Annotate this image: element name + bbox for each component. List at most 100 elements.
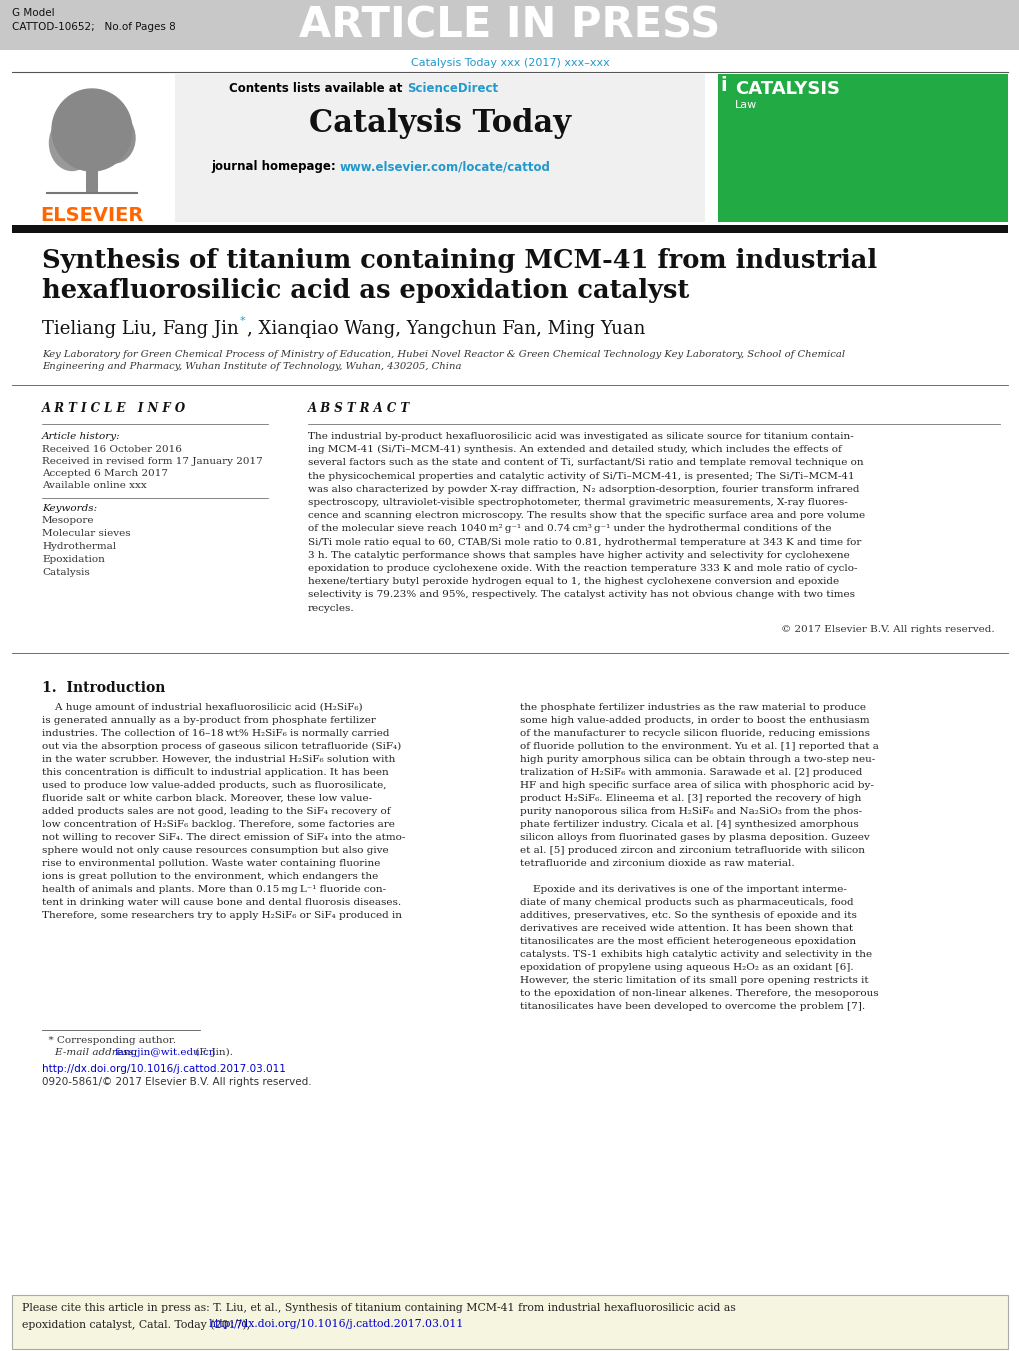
Text: high purity amorphous silica can be obtain through a two-step neu-: high purity amorphous silica can be obta…: [520, 755, 874, 763]
Text: ScienceDirect: ScienceDirect: [407, 82, 497, 95]
Bar: [0, 0, 1019, 50]
Text: hexene/tertiary butyl peroxide hydrogen equal to 1, the highest cyclohexene conv: hexene/tertiary butyl peroxide hydrogen …: [308, 577, 839, 586]
Text: * Corresponding author.: * Corresponding author.: [42, 1036, 176, 1044]
Text: Catalysis Today xxx (2017) xxx–xxx: Catalysis Today xxx (2017) xxx–xxx: [411, 58, 608, 68]
Text: CATTOD-10652;   No.of Pages 8: CATTOD-10652; No.of Pages 8: [12, 22, 175, 32]
Text: , Xianqiao Wang, Yangchun Fan, Ming Yuan: , Xianqiao Wang, Yangchun Fan, Ming Yuan: [247, 320, 645, 338]
Text: diate of many chemical products such as pharmaceuticals, food: diate of many chemical products such as …: [520, 898, 853, 907]
Text: ARTICLE IN PRESS: ARTICLE IN PRESS: [300, 4, 719, 46]
Text: Si/Ti mole ratio equal to 60, CTAB/Si mole ratio to 0.81, hydrothermal temperatu: Si/Ti mole ratio equal to 60, CTAB/Si mo…: [308, 538, 860, 547]
Text: (F. Jin).: (F. Jin).: [193, 1048, 233, 1056]
Text: of the manufacturer to recycle silicon fluoride, reducing emissions: of the manufacturer to recycle silicon f…: [520, 728, 869, 738]
Text: Hydrothermal: Hydrothermal: [42, 542, 116, 551]
Text: some high value-added products, in order to boost the enthusiasm: some high value-added products, in order…: [520, 716, 869, 724]
Text: industries. The collection of 16–18 wt% H₂SiF₆ is normally carried: industries. The collection of 16–18 wt% …: [42, 728, 389, 738]
Text: www.elsevier.com/locate/cattod: www.elsevier.com/locate/cattod: [339, 159, 550, 173]
Text: health of animals and plants. More than 0.15 mg L⁻¹ fluoride con-: health of animals and plants. More than …: [42, 885, 386, 894]
Text: of fluoride pollution to the environment. Yu et al. [1] reported that a: of fluoride pollution to the environment…: [520, 742, 878, 751]
Text: Please cite this article in press as: T. Liu, et al., Synthesis of titanium cont: Please cite this article in press as: T.…: [22, 1302, 735, 1313]
Text: cence and scanning electron microscopy. The results show that the specific surfa: cence and scanning electron microscopy. …: [308, 511, 864, 520]
Text: derivatives are received wide attention. It has been shown that: derivatives are received wide attention.…: [520, 924, 852, 932]
Text: Keywords:: Keywords:: [42, 504, 97, 513]
Text: Contents lists available at: Contents lists available at: [229, 82, 407, 95]
Text: recycles.: recycles.: [308, 604, 355, 612]
Text: Available online xxx: Available online xxx: [42, 481, 147, 490]
Text: spectroscopy, ultraviolet-visible spectrophotometer, thermal gravimetric measure: spectroscopy, ultraviolet-visible spectr…: [308, 499, 847, 507]
Text: Key Laboratory for Green Chemical Process of Ministry of Education, Hubei Novel : Key Laboratory for Green Chemical Proces…: [42, 350, 845, 359]
Text: Mesopore: Mesopore: [42, 516, 95, 526]
Text: ing MCM-41 (Si/Ti–MCM-41) synthesis. An extended and detailed study, which inclu: ing MCM-41 (Si/Ti–MCM-41) synthesis. An …: [308, 446, 841, 454]
Text: A B S T R A C T: A B S T R A C T: [308, 403, 410, 415]
Text: to the epoxidation of non-linear alkenes. Therefore, the mesoporous: to the epoxidation of non-linear alkenes…: [520, 989, 877, 998]
Text: et al. [5] produced zircon and zirconium tetrafluoride with silicon: et al. [5] produced zircon and zirconium…: [520, 846, 864, 855]
Bar: [175, 74, 704, 222]
Text: titanosilicates have been developed to overcome the problem [7].: titanosilicates have been developed to o…: [520, 1002, 864, 1011]
Text: silicon alloys from fluorinated gases by plasma deposition. Guzeev: silicon alloys from fluorinated gases by…: [520, 832, 869, 842]
Text: epoxidation of propylene using aqueous H₂O₂ as an oxidant [6].: epoxidation of propylene using aqueous H…: [520, 963, 853, 971]
Text: phate fertilizer industry. Cicala et al. [4] synthesized amorphous: phate fertilizer industry. Cicala et al.…: [520, 820, 858, 828]
Text: purity nanoporous silica from H₂SiF₆ and Na₂SiO₃ from the phos-: purity nanoporous silica from H₂SiF₆ and…: [520, 807, 861, 816]
Text: out via the absorption process of gaseous silicon tetrafluoride (SiF₄): out via the absorption process of gaseou…: [42, 742, 400, 751]
Text: However, the steric limitation of its small pore opening restricts it: However, the steric limitation of its sm…: [520, 975, 868, 985]
Text: selectivity is 79.23% and 95%, respectively. The catalyst activity has not obvio: selectivity is 79.23% and 95%, respectiv…: [308, 590, 854, 600]
Text: tralization of H₂SiF₆ with ammonia. Sarawade et al. [2] produced: tralization of H₂SiF₆ with ammonia. Sara…: [520, 767, 861, 777]
Text: epoxidation catalyst, Catal. Today (2017),: epoxidation catalyst, Catal. Today (2017…: [22, 1319, 254, 1329]
Text: CATALYSIS: CATALYSIS: [735, 80, 840, 99]
Text: i: i: [719, 76, 726, 95]
Text: of the molecular sieve reach 1040 m² g⁻¹ and 0.74 cm³ g⁻¹ under the hydrothermal: of the molecular sieve reach 1040 m² g⁻¹…: [308, 524, 830, 534]
Text: hexafluorosilicic acid as epoxidation catalyst: hexafluorosilicic acid as epoxidation ca…: [42, 278, 689, 303]
Text: ELSEVIER: ELSEVIER: [41, 205, 144, 226]
Text: Molecular sieves: Molecular sieves: [42, 530, 130, 538]
Text: tetrafluoride and zirconium dioxide as raw material.: tetrafluoride and zirconium dioxide as r…: [520, 859, 794, 867]
Text: is generated annually as a by-product from phosphate fertilizer: is generated annually as a by-product fr…: [42, 716, 376, 724]
Text: Catalysis Today: Catalysis Today: [309, 108, 571, 139]
Ellipse shape: [93, 113, 135, 163]
Text: A huge amount of industrial hexafluorosilicic acid (H₂SiF₆): A huge amount of industrial hexafluorosi…: [42, 703, 363, 712]
Text: *: *: [239, 316, 246, 326]
Text: E-mail address:: E-mail address:: [42, 1048, 141, 1056]
Text: Synthesis of titanium containing MCM-41 from industrial: Synthesis of titanium containing MCM-41 …: [42, 249, 876, 273]
Text: 1.  Introduction: 1. Introduction: [42, 681, 165, 694]
Text: Law: Law: [735, 100, 756, 109]
Text: Article history:: Article history:: [42, 432, 120, 440]
Text: ions is great pollution to the environment, which endangers the: ions is great pollution to the environme…: [42, 871, 378, 881]
Text: sphere would not only cause resources consumption but also give: sphere would not only cause resources co…: [42, 846, 388, 855]
Text: fangjin@wit.edu.cn: fangjin@wit.edu.cn: [115, 1048, 216, 1056]
Text: the phosphate fertilizer industries as the raw material to produce: the phosphate fertilizer industries as t…: [520, 703, 865, 712]
Ellipse shape: [52, 89, 131, 172]
Text: several factors such as the state and content of Ti, surfactant/Si ratio and tem: several factors such as the state and co…: [308, 458, 863, 467]
Text: http://dx.doi.org/10.1016/j.cattod.2017.03.011: http://dx.doi.org/10.1016/j.cattod.2017.…: [209, 1319, 464, 1329]
Bar: [12, 226, 1007, 232]
Text: Received 16 October 2016: Received 16 October 2016: [42, 444, 181, 454]
Text: not willing to recover SiF₄. The direct emission of SiF₄ into the atmo-: not willing to recover SiF₄. The direct …: [42, 832, 405, 842]
Text: used to produce low value-added products, such as fluorosilicate,: used to produce low value-added products…: [42, 781, 386, 790]
Text: epoxidation to produce cyclohexene oxide. With the reaction temperature 333 K an: epoxidation to produce cyclohexene oxide…: [308, 563, 857, 573]
Text: rise to environmental pollution. Waste water containing fluorine: rise to environmental pollution. Waste w…: [42, 859, 380, 867]
Text: catalysts. TS-1 exhibits high catalytic activity and selectivity in the: catalysts. TS-1 exhibits high catalytic …: [520, 950, 871, 959]
Text: product H₂SiF₆. Elineema et al. [3] reported the recovery of high: product H₂SiF₆. Elineema et al. [3] repo…: [520, 794, 860, 802]
Text: this concentration is difficult to industrial application. It has been: this concentration is difficult to indus…: [42, 767, 388, 777]
Text: 3 h. The catalytic performance shows that samples have higher activity and selec: 3 h. The catalytic performance shows tha…: [308, 551, 849, 559]
Bar: [717, 74, 1007, 222]
Text: HF and high specific surface area of silica with phosphoric acid by-: HF and high specific surface area of sil…: [520, 781, 873, 790]
Text: journal homepage:: journal homepage:: [211, 159, 339, 173]
Text: fluoride salt or white carbon black. Moreover, these low value-: fluoride salt or white carbon black. Mor…: [42, 794, 372, 802]
Text: the physicochemical properties and catalytic activity of Si/Ti–MCM-41, is presen: the physicochemical properties and catal…: [308, 471, 854, 481]
Text: © 2017 Elsevier B.V. All rights reserved.: © 2017 Elsevier B.V. All rights reserved…: [781, 624, 994, 634]
Bar: [12, 1296, 1007, 1350]
Text: Received in revised form 17 January 2017: Received in revised form 17 January 2017: [42, 457, 263, 466]
Text: Epoxidation: Epoxidation: [42, 555, 105, 563]
Text: in the water scrubber. However, the industrial H₂SiF₆ solution with: in the water scrubber. However, the indu…: [42, 755, 395, 763]
Text: tent in drinking water will cause bone and dental fluorosis diseases.: tent in drinking water will cause bone a…: [42, 898, 400, 907]
Text: Epoxide and its derivatives is one of the important interme-: Epoxide and its derivatives is one of th…: [520, 885, 846, 894]
Text: http://dx.doi.org/10.1016/j.cattod.2017.03.011: http://dx.doi.org/10.1016/j.cattod.2017.…: [42, 1063, 285, 1074]
Text: Therefore, some researchers try to apply H₂SiF₆ or SiF₄ produced in: Therefore, some researchers try to apply…: [42, 911, 401, 920]
Text: Accepted 6 March 2017: Accepted 6 March 2017: [42, 469, 168, 478]
Text: low concentration of H₂SiF₆ backlog. Therefore, some factories are: low concentration of H₂SiF₆ backlog. The…: [42, 820, 394, 828]
Text: Engineering and Pharmacy, Wuhan Institute of Technology, Wuhan, 430205, China: Engineering and Pharmacy, Wuhan Institut…: [42, 362, 461, 372]
Text: A R T I C L E   I N F O: A R T I C L E I N F O: [42, 403, 185, 415]
Text: Catalysis: Catalysis: [42, 567, 90, 577]
Ellipse shape: [50, 115, 95, 170]
Text: 0920-5861/© 2017 Elsevier B.V. All rights reserved.: 0920-5861/© 2017 Elsevier B.V. All right…: [42, 1077, 312, 1086]
Text: G Model: G Model: [12, 8, 55, 18]
